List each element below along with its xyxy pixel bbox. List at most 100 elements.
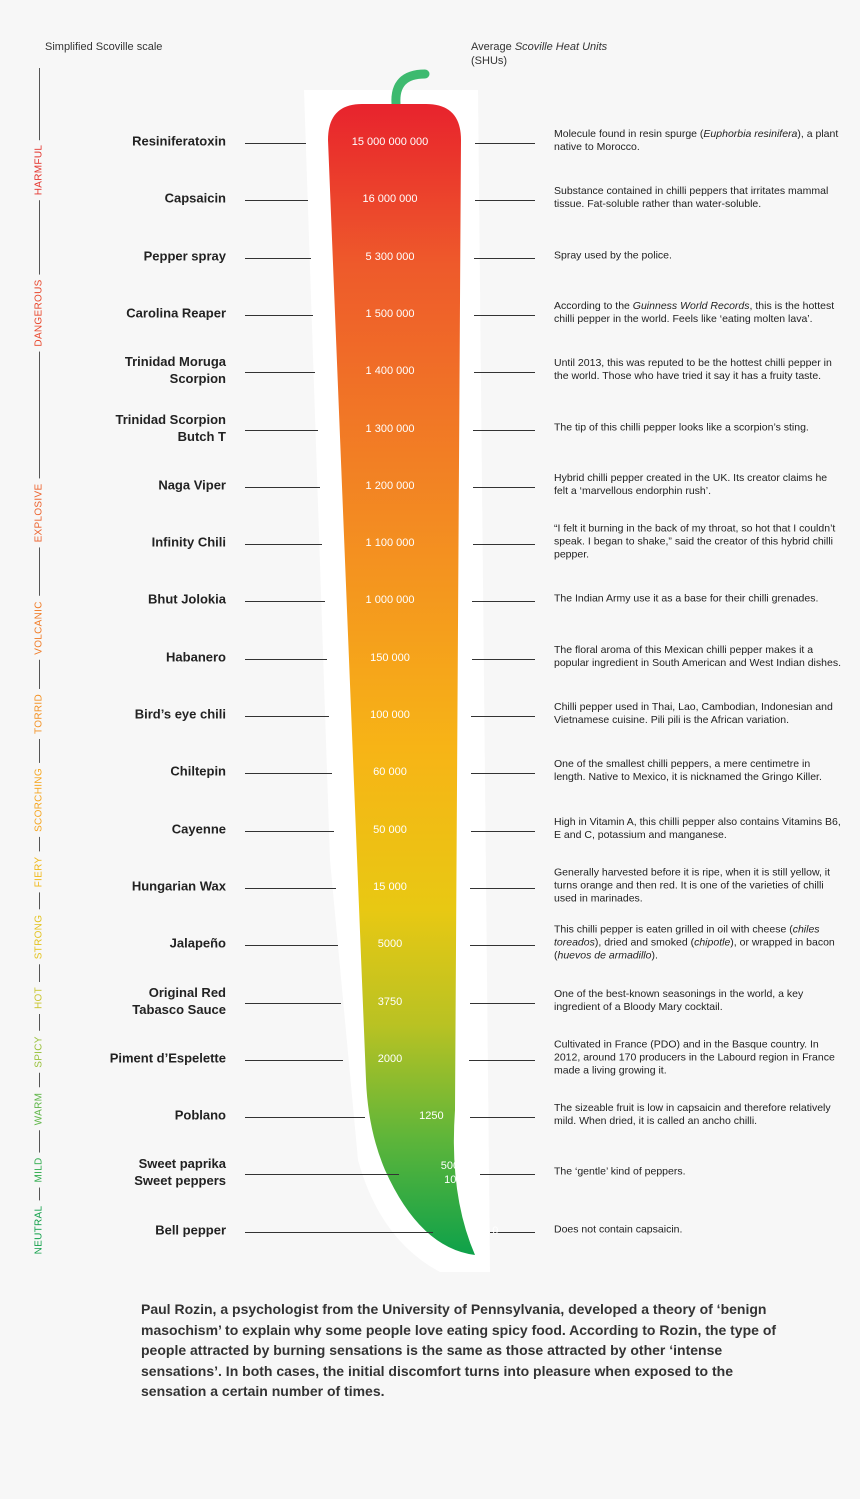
left-connector	[245, 773, 332, 775]
shu-value: 1 000 000	[365, 594, 415, 607]
left-connector	[245, 601, 325, 603]
pepper-description: Chilli pepper used in Thai, Lao, Cambodi…	[554, 701, 833, 726]
pepper-description: The Indian Army use it as a base for the…	[554, 592, 819, 605]
shu-header-prefix: Average	[471, 41, 515, 53]
left-connector	[245, 716, 330, 717]
pepper-description: Generally harvested before it is ripe, w…	[554, 866, 831, 905]
shu-value: 1 200 000	[365, 479, 415, 492]
left-connector	[245, 1174, 399, 1176]
pepper-name: Chiltepin	[170, 763, 226, 779]
footer-text: Paul Rozin, a psychologist from the Univ…	[141, 1301, 777, 1399]
pepper-description: According to the Guinness World Records,…	[554, 299, 835, 325]
right-connector	[472, 544, 535, 546]
right-connector	[473, 372, 535, 374]
scale-axis-line	[39, 68, 40, 1256]
pepper-description: Molecule found in resin spurge (Euphorbi…	[554, 128, 839, 153]
left-connector	[245, 314, 313, 316]
shu-header-italic: Scoville Heat Units	[514, 41, 608, 53]
shu-value: 0	[492, 1224, 499, 1237]
left-connector	[245, 143, 307, 144]
left-connector	[245, 372, 316, 374]
pepper-name: Jalapeño	[169, 935, 226, 951]
shu-value: 100 000	[370, 709, 410, 721]
pepper-name: Capsaicin	[164, 190, 226, 206]
shu-value: 15 000	[373, 880, 407, 893]
shu-value: 60 000	[373, 766, 407, 779]
pepper-description: Substance contained in chilli peppers th…	[554, 185, 829, 211]
pepper-name: Infinity Chili	[151, 534, 226, 550]
right-connector	[474, 143, 535, 144]
pepper-name: Sweet paprika Sweet peppers	[134, 1156, 226, 1189]
right-connector	[472, 601, 535, 603]
right-connector	[472, 486, 535, 488]
pepper-description: Spray used by the police.	[554, 249, 672, 262]
shu-value: 1250	[419, 1110, 444, 1123]
pepper-description: “I felt it burning in the back of my thr…	[554, 522, 836, 561]
left-connector	[245, 887, 337, 889]
scale-header-text: Simplified Scoville scale	[45, 41, 163, 53]
left-connector	[245, 1117, 365, 1119]
pepper-name: Original Red Tabasco Sauce	[132, 984, 226, 1017]
pepper-name: Habanero	[166, 649, 226, 665]
pepper-description: The sizeable fruit is low in capsaicin a…	[554, 1102, 831, 1128]
pepper-description: Cultivated in France (PDO) and in the Ba…	[554, 1038, 835, 1077]
pepper-name: Pepper spray	[143, 248, 226, 264]
left-connector	[245, 1002, 341, 1004]
shu-value: 500 -100	[440, 1160, 466, 1187]
pepper-description: Does not contain capsaicin.	[554, 1223, 683, 1236]
shu-value: 150 000	[370, 651, 410, 664]
pepper-description: One of the smallest chilli peppers, a me…	[554, 758, 822, 784]
pepper-name: Hungarian Wax	[131, 878, 226, 894]
right-connector	[469, 1059, 535, 1061]
pepper-stem	[391, 69, 430, 109]
right-connector	[479, 1174, 535, 1176]
shu-value: 2000	[377, 1052, 403, 1065]
pepper-description: Hybrid chilli pepper created in the UK. …	[554, 471, 828, 497]
shu-value: 1 300 000	[365, 422, 415, 435]
pepper-description: The floral aroma of this Mexican chilli …	[554, 643, 841, 669]
pepper-description: This chilli pepper is eaten grilled in o…	[554, 923, 835, 962]
shu-value: 1 400 000	[365, 365, 415, 378]
right-connector	[471, 716, 535, 717]
pepper-name: Trinidad Scorpion Butch T	[115, 411, 226, 444]
shu-value: 50 000	[373, 823, 407, 836]
right-connector	[470, 945, 535, 947]
shu-value: 1 500 000	[365, 307, 415, 320]
pepper-name: Resiniferatoxin	[132, 133, 226, 149]
pepper-description: The tip of this chilli pepper looks like…	[554, 421, 809, 433]
shu-value: 15 000 000 000	[351, 136, 429, 148]
left-connector	[245, 200, 309, 202]
left-connector	[245, 830, 334, 832]
shu-value: 5000	[377, 938, 403, 951]
pepper-name: Poblano	[174, 1107, 226, 1123]
pepper-name: Carolina Reaper	[126, 305, 226, 321]
shu-value: 3750	[377, 995, 403, 1008]
pepper-description: The ‘gentle’ kind of peppers.	[554, 1165, 686, 1178]
right-connector	[470, 830, 535, 832]
left-connector	[245, 1059, 344, 1061]
shu-header-suffix: (SHUs)	[471, 55, 508, 67]
right-connector	[469, 1117, 535, 1119]
right-connector	[471, 773, 535, 775]
shu-header: Average Scoville Heat Units (SHUs)	[471, 40, 641, 68]
pepper-body	[328, 104, 475, 1255]
left-connector	[245, 658, 327, 660]
left-connector	[245, 257, 311, 259]
pepper-name: Bell pepper	[155, 1222, 226, 1238]
right-connector	[473, 429, 535, 431]
pepper-description: Until 2013, this was reputed to be the h…	[554, 357, 832, 383]
scale-header: Simplified Scoville scale	[45, 40, 165, 54]
left-connector	[245, 1231, 433, 1233]
right-connector	[474, 257, 535, 259]
right-connector	[470, 887, 535, 889]
pepper-name: Trinidad Moruga Scorpion	[124, 354, 226, 387]
shu-value: 16 000 000	[362, 193, 418, 206]
pepper-description: High in Vitamin A, this chilli pepper al…	[554, 815, 841, 841]
left-connector	[245, 945, 339, 947]
right-connector	[473, 314, 535, 316]
shu-value: 1 100 000	[365, 537, 415, 550]
right-connector	[474, 200, 535, 202]
pepper-name: Bhut Jolokia	[147, 591, 226, 607]
right-connector	[489, 1231, 535, 1233]
